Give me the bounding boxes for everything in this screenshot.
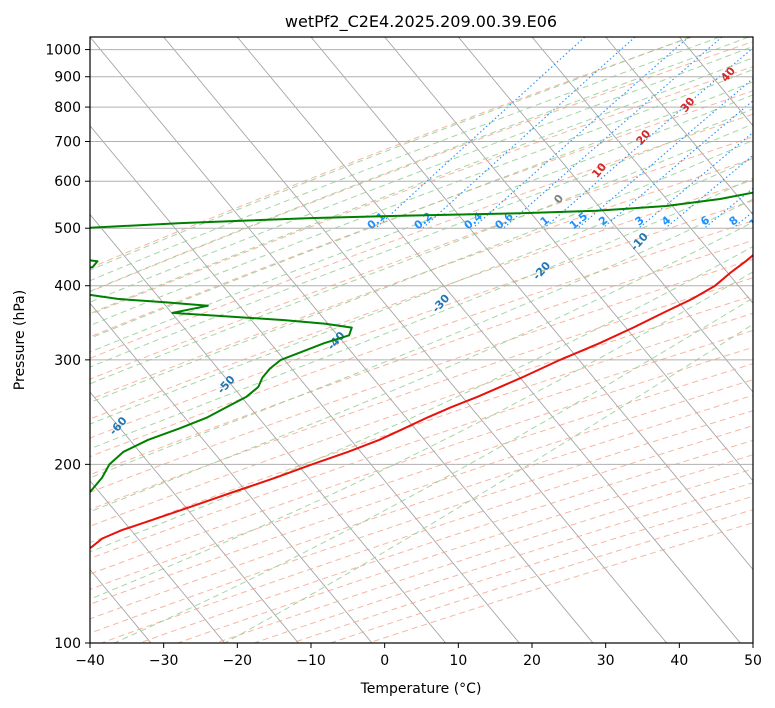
isotherm-line <box>605 37 753 216</box>
mixing-ratio-line <box>503 37 723 229</box>
isotherm-line <box>90 37 594 643</box>
y-tick-label: 100 <box>54 636 81 652</box>
x-tick-label: −30 <box>149 653 179 669</box>
x-tick-label: 30 <box>597 653 615 669</box>
isotherm-line <box>163 37 667 643</box>
chart-title: wetPf2_C2E4.2025.209.00.39.E06 <box>285 12 557 32</box>
dry-adiabat-line <box>254 482 753 643</box>
y-tick-label: 1000 <box>45 43 81 59</box>
isotherm-line <box>90 302 373 643</box>
x-tick-label: 20 <box>523 653 541 669</box>
isotherm-line <box>236 37 741 643</box>
dry-adiabat-line <box>90 312 753 544</box>
dry-adiabat-line <box>177 454 753 643</box>
x-axis: −40 −30 −20 −10 0 10 20 30 40 50 <box>75 643 762 669</box>
dewpoint-profile-line <box>90 191 753 494</box>
moist-adiabat-line <box>90 37 749 292</box>
dry-adiabat-line <box>90 37 692 269</box>
dry-adiabat-line <box>90 329 753 560</box>
moist-adiabat-line <box>90 37 691 271</box>
dry-adiabat-line <box>90 41 753 293</box>
dry-adiabat-line <box>330 509 753 643</box>
x-tick-label: 50 <box>744 653 762 669</box>
y-axis: 1000 900 800 700 600 500 400 300 200 100 <box>45 43 90 652</box>
moist-adiabat-line <box>90 157 753 425</box>
x-tick-label: 10 <box>449 653 467 669</box>
x-tick-label: 40 <box>670 653 688 669</box>
moist-adiabat-line <box>90 45 753 303</box>
isotherm-line <box>531 37 753 304</box>
mixing-ratio-line <box>472 37 690 229</box>
mixing-ratio-line <box>375 37 586 229</box>
y-tick-label: 300 <box>54 353 81 369</box>
y-tick-label: 400 <box>54 279 81 295</box>
x-tick-label: −10 <box>296 653 326 669</box>
sounding-profiles <box>90 191 753 550</box>
isotherm-line <box>457 37 753 393</box>
y-tick-label: 600 <box>54 174 81 190</box>
dry-adiabat-line <box>90 379 753 605</box>
mixing-ratio-label: 10 <box>746 211 766 231</box>
isotherm-line <box>90 213 446 643</box>
y-tick-label: 900 <box>54 70 81 86</box>
moist-adiabat-line <box>90 177 753 450</box>
y-tick-label: 500 <box>54 221 81 237</box>
moist-adiabat-line <box>90 123 753 385</box>
dry-adiabat-line <box>368 522 753 643</box>
x-axis-label: Temperature (°C) <box>360 681 482 697</box>
moist-adiabat-line <box>90 271 753 600</box>
dry-adiabat-line <box>215 468 753 643</box>
x-tick-label: −40 <box>75 653 105 669</box>
moist-adiabat-line <box>90 94 753 353</box>
moist-adiabat-line <box>114 297 753 643</box>
isotherm-line <box>90 125 520 643</box>
isotherm-line <box>384 37 753 482</box>
y-tick-label: 200 <box>54 457 81 473</box>
y-axis-label: Pressure (hPa) <box>12 290 28 390</box>
x-tick-label: −20 <box>223 653 253 669</box>
mixing-ratio-line <box>638 131 753 229</box>
moist-adiabat-line <box>90 37 720 282</box>
pressure-gridlines <box>90 49 753 643</box>
dry-adiabat-line <box>292 495 753 643</box>
moist-adiabat-line <box>90 139 753 404</box>
x-tick-label: 0 <box>380 653 389 669</box>
moist-adiabat-line <box>90 221 753 513</box>
mixing-ratio-line <box>602 99 753 229</box>
isotherm-line <box>310 37 753 571</box>
dry-adiabat-line <box>90 136 753 380</box>
moist-adiabat-line <box>90 198 753 479</box>
mixing-ratio-line <box>703 187 753 229</box>
isotherm-line <box>90 480 225 643</box>
y-tick-label: 700 <box>54 134 81 150</box>
temperature-profile-line <box>90 253 753 550</box>
mixing-ratio-line <box>543 47 753 229</box>
dry-adiabat-line <box>90 346 753 575</box>
isotherm-line <box>90 391 299 643</box>
plot-frame <box>89 36 754 644</box>
y-tick-label: 800 <box>54 100 81 116</box>
dry-adiabat-line <box>90 363 753 590</box>
moist-adiabat-line <box>90 68 753 327</box>
background-lines <box>90 37 753 643</box>
